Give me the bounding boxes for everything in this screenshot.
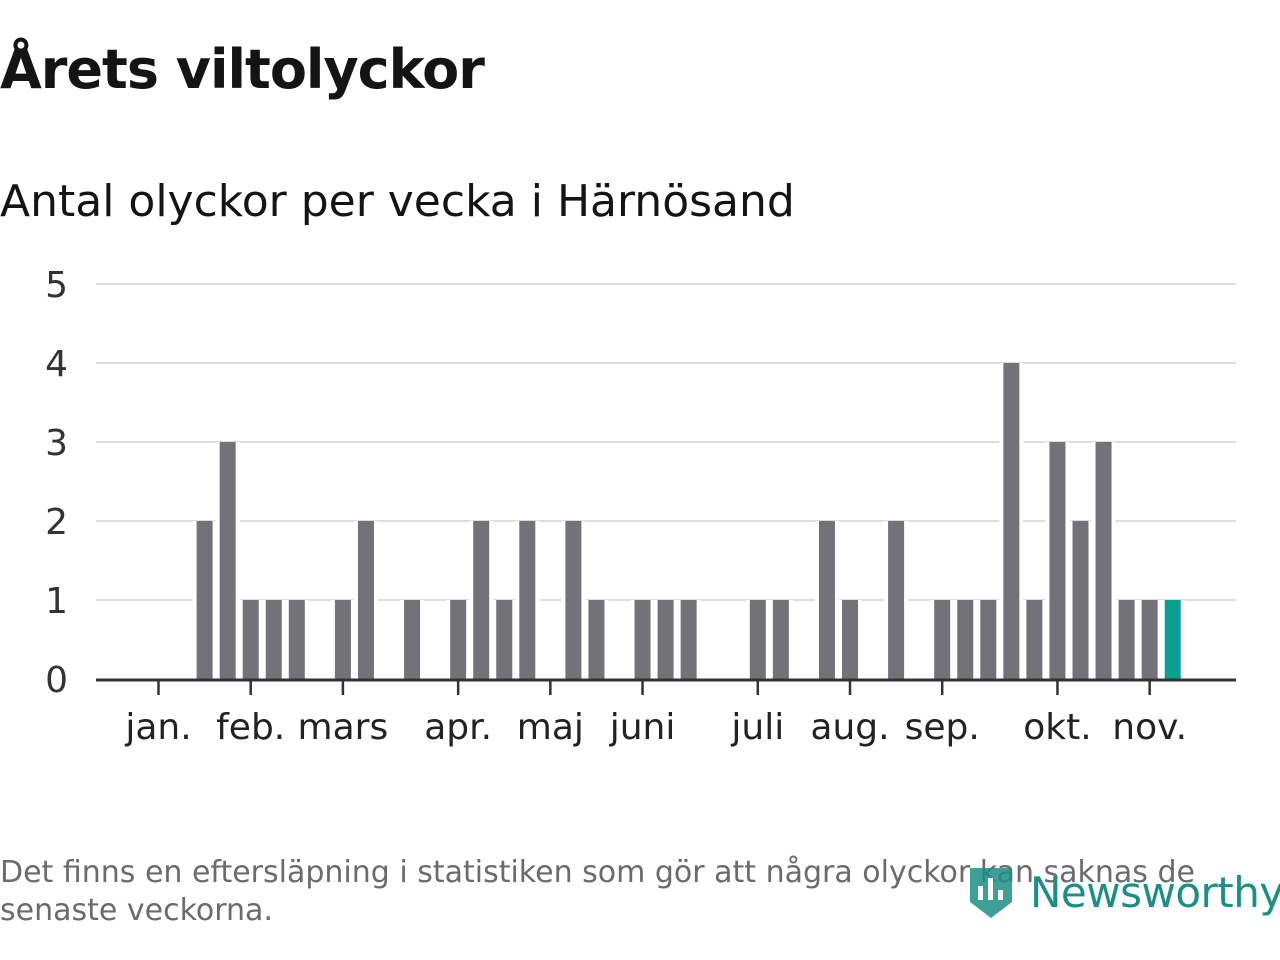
chart-title: Årets viltolyckor	[0, 38, 485, 101]
x-tick-label: feb.	[216, 707, 285, 748]
x-tick-label: nov.	[1112, 707, 1187, 748]
bar	[219, 442, 236, 679]
bar	[1072, 521, 1089, 679]
bar	[519, 521, 536, 679]
bar	[1003, 363, 1020, 679]
y-tick-label: 2	[45, 502, 68, 543]
x-tick-label: apr.	[424, 707, 492, 748]
bar	[888, 521, 905, 679]
y-tick-label: 1	[45, 581, 68, 622]
bar	[1141, 600, 1158, 679]
bar	[1095, 442, 1112, 679]
x-tick-label: mars	[298, 707, 389, 748]
x-tick-label: jan.	[124, 707, 191, 748]
chart-subtitle: Antal olyckor per vecka i Härnösand	[0, 176, 795, 227]
bar	[1049, 442, 1066, 679]
bar	[242, 600, 259, 679]
bar-chart: 0 1 2 3 4 5 jan. feb. mars apr. maj juni juli aug. sep…	[45, 265, 1236, 748]
bar	[957, 600, 974, 679]
bar	[657, 600, 674, 679]
bar	[749, 600, 766, 679]
y-tick-label: 3	[45, 423, 68, 464]
y-tick-label: 5	[45, 265, 68, 306]
bar-chart-icon	[970, 868, 1012, 918]
bar	[496, 600, 513, 679]
bar	[450, 600, 467, 679]
x-tick-label: aug.	[810, 707, 889, 748]
newsworthy-logo: Newsworthy	[966, 860, 1280, 924]
bar	[588, 600, 605, 679]
bar	[1118, 600, 1135, 679]
bar	[934, 600, 951, 679]
bar	[634, 600, 651, 679]
bar	[265, 600, 282, 679]
bar	[357, 521, 374, 679]
y-tick-label: 0	[45, 660, 68, 701]
bar	[473, 521, 490, 679]
bar	[288, 600, 305, 679]
bar	[818, 521, 835, 679]
bar	[404, 600, 421, 679]
x-tick-label: juli	[730, 707, 784, 748]
bar	[772, 600, 789, 679]
x-tick-label: maj	[517, 707, 584, 748]
y-tick-label: 4	[45, 344, 68, 385]
x-tick-label: okt.	[1023, 707, 1091, 748]
x-tick-label: juni	[609, 707, 676, 748]
logo-text: Newsworthy	[1030, 867, 1280, 917]
bar	[196, 521, 213, 679]
bar	[842, 600, 858, 679]
bar	[1026, 600, 1043, 679]
bar	[334, 600, 351, 679]
x-tick-label: sep.	[905, 707, 980, 748]
bar	[565, 521, 582, 679]
bar	[680, 600, 697, 679]
bar	[980, 600, 997, 679]
highlight-bar	[1164, 600, 1181, 679]
